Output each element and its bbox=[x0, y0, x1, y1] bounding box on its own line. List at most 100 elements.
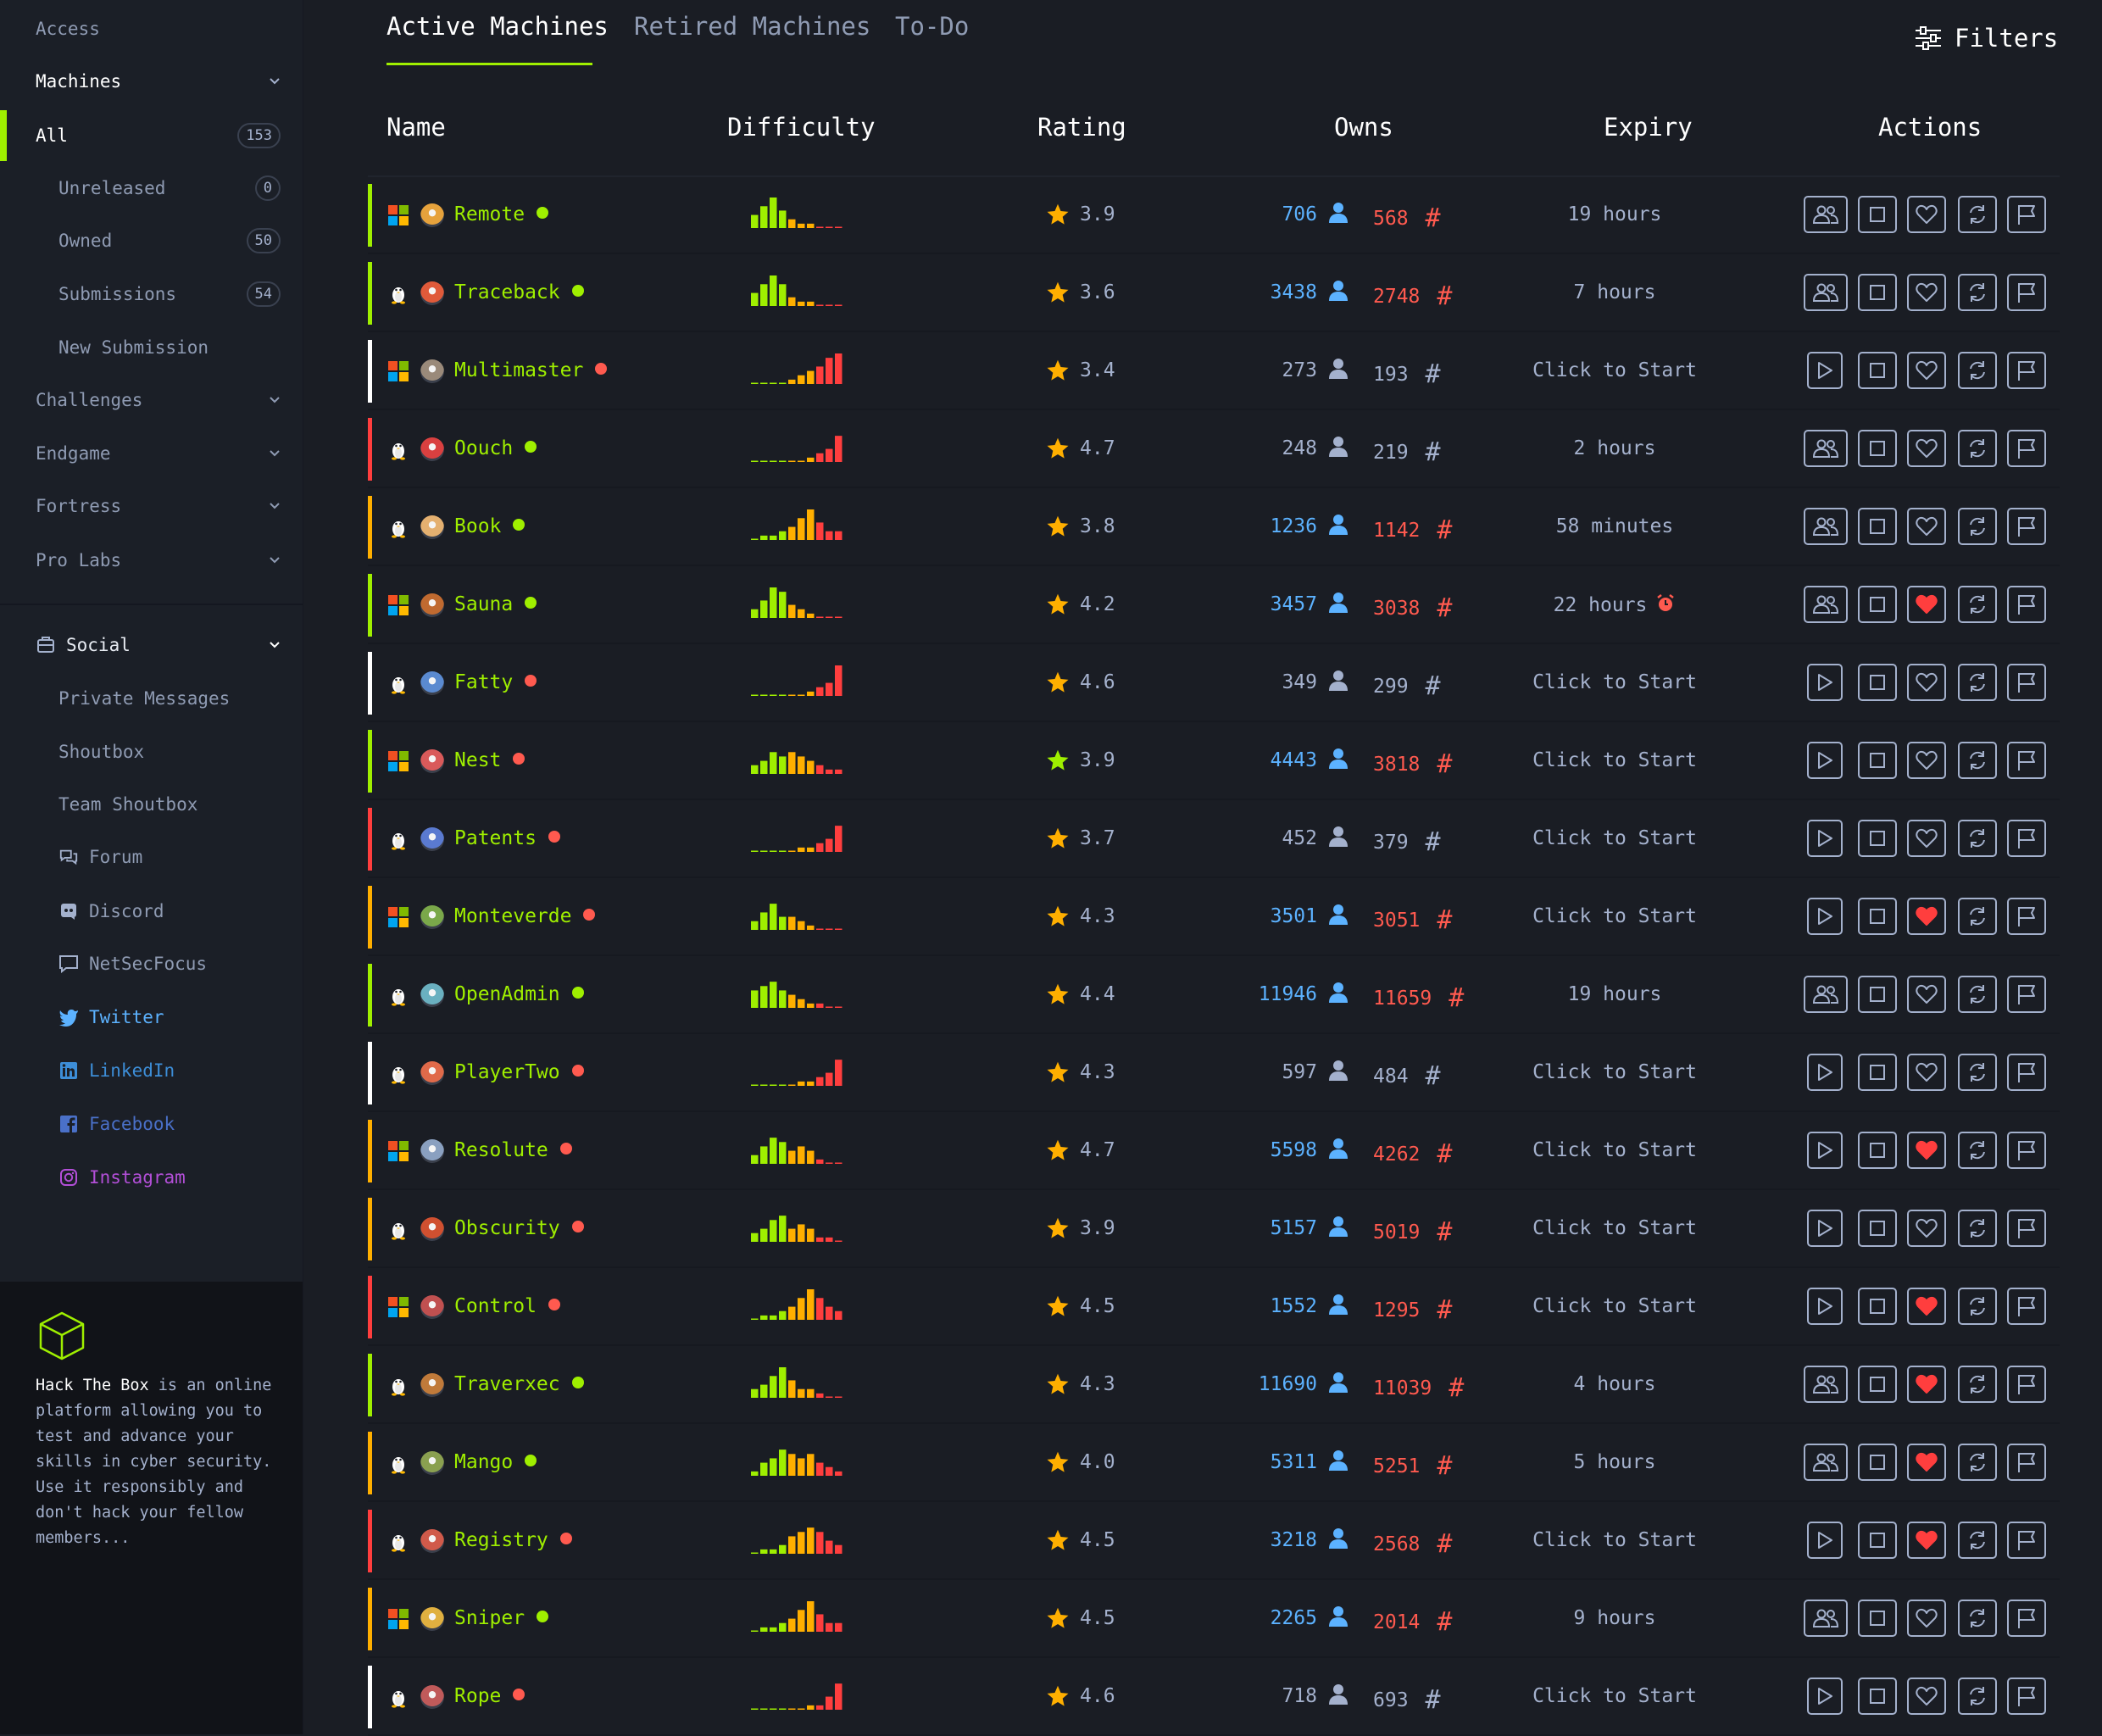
tab-retired-machines[interactable]: Retired Machines bbox=[634, 12, 871, 41]
nav-fortress[interactable]: Fortress bbox=[0, 489, 303, 523]
stop-button[interactable] bbox=[1858, 1132, 1897, 1169]
submit-flag-button[interactable] bbox=[2007, 274, 2046, 311]
machine-name[interactable]: Traverxec bbox=[454, 1373, 584, 1395]
machine-name[interactable]: Oouch bbox=[454, 437, 537, 459]
nav-submissions[interactable]: Submissions 54 bbox=[0, 277, 303, 311]
stop-button[interactable] bbox=[1858, 586, 1897, 623]
reset-button[interactable] bbox=[1958, 664, 1997, 701]
machine-name[interactable]: Sauna bbox=[454, 593, 537, 615]
table-row[interactable]: Nest 3.9 4443 3818 # Click to Start bbox=[368, 723, 2060, 800]
join-users-button[interactable] bbox=[1804, 586, 1848, 623]
favorite-button[interactable] bbox=[1907, 352, 1946, 389]
nav-social[interactable]: Social bbox=[0, 628, 303, 662]
favorite-button[interactable] bbox=[1907, 1210, 1946, 1247]
machine-name[interactable]: Traceback bbox=[454, 281, 584, 303]
table-row[interactable]: Traceback 3.6 3438 2748 #7 hours bbox=[368, 255, 2060, 332]
table-row[interactable]: Monteverde 4.3 3501 3051 # Click to Start bbox=[368, 879, 2060, 956]
submit-flag-button[interactable] bbox=[2007, 1366, 2046, 1403]
spawn-machine-button[interactable] bbox=[1807, 664, 1843, 701]
stop-button[interactable] bbox=[1858, 196, 1897, 233]
table-row[interactable]: Traverxec 4.3 11690 11039 #4 hours bbox=[368, 1347, 2060, 1424]
nav-linkedin[interactable]: LinkedIn bbox=[0, 1054, 303, 1088]
spawn-machine-button[interactable] bbox=[1807, 1522, 1843, 1559]
spawn-machine-button[interactable] bbox=[1807, 352, 1843, 389]
reset-button[interactable] bbox=[1958, 976, 1997, 1013]
stop-button[interactable] bbox=[1858, 1054, 1897, 1091]
filters-button[interactable]: Filters bbox=[1914, 24, 2058, 53]
join-users-button[interactable] bbox=[1804, 430, 1848, 467]
table-row[interactable]: PlayerTwo 4.3 597 484 # Click to Start bbox=[368, 1035, 2060, 1112]
nav-twitter[interactable]: Twitter bbox=[0, 1000, 303, 1034]
nav-netsecfocus[interactable]: NetSecFocus bbox=[0, 947, 303, 981]
column-header-difficulty[interactable]: Difficulty bbox=[727, 113, 876, 142]
machine-name[interactable]: PlayerTwo bbox=[454, 1061, 584, 1083]
stop-button[interactable] bbox=[1858, 274, 1897, 311]
tab-todo[interactable]: To-Do bbox=[895, 12, 970, 41]
table-row[interactable]: Remote 3.9 706 568 #19 hours bbox=[368, 177, 2060, 254]
favorite-button[interactable] bbox=[1907, 1522, 1946, 1559]
reset-button[interactable] bbox=[1958, 508, 1997, 545]
nav-instagram[interactable]: Instagram bbox=[0, 1160, 303, 1194]
expiry[interactable]: Click to Start bbox=[1517, 1529, 1712, 1551]
favorite-button[interactable] bbox=[1907, 1288, 1946, 1325]
spawn-machine-button[interactable] bbox=[1807, 820, 1843, 857]
favorite-button[interactable] bbox=[1907, 274, 1946, 311]
stop-button[interactable] bbox=[1858, 1210, 1897, 1247]
join-users-button[interactable] bbox=[1804, 1444, 1848, 1481]
machine-name[interactable]: Monteverde bbox=[454, 905, 596, 927]
nav-owned[interactable]: Owned 50 bbox=[0, 224, 303, 258]
favorite-button[interactable] bbox=[1907, 586, 1946, 623]
reset-button[interactable] bbox=[1958, 1678, 1997, 1715]
reset-button[interactable] bbox=[1958, 352, 1997, 389]
table-row[interactable]: Fatty 4.6 349 299 # Click to Start bbox=[368, 645, 2060, 722]
submit-flag-button[interactable] bbox=[2007, 586, 2046, 623]
stop-button[interactable] bbox=[1858, 820, 1897, 857]
expiry[interactable]: Click to Start bbox=[1517, 827, 1712, 849]
favorite-button[interactable] bbox=[1907, 1132, 1946, 1169]
nav-shoutbox[interactable]: Shoutbox bbox=[0, 735, 303, 769]
submit-flag-button[interactable] bbox=[2007, 1288, 2046, 1325]
machine-name[interactable]: Resolute bbox=[454, 1139, 572, 1161]
table-row[interactable]: Book 3.8 1236 1142 #58 minutes bbox=[368, 489, 2060, 566]
spawn-machine-button[interactable] bbox=[1807, 742, 1843, 779]
expiry[interactable]: Click to Start bbox=[1517, 749, 1712, 771]
stop-button[interactable] bbox=[1858, 1600, 1897, 1637]
favorite-button[interactable] bbox=[1907, 1600, 1946, 1637]
expiry[interactable]: Click to Start bbox=[1517, 1139, 1712, 1161]
favorite-button[interactable] bbox=[1907, 508, 1946, 545]
expiry[interactable]: Click to Start bbox=[1517, 359, 1712, 381]
column-header-expiry[interactable]: Expiry bbox=[1604, 113, 1693, 142]
stop-button[interactable] bbox=[1858, 742, 1897, 779]
favorite-button[interactable] bbox=[1907, 196, 1946, 233]
reset-button[interactable] bbox=[1958, 742, 1997, 779]
table-row[interactable]: Sauna 4.2 3457 3038 #22 hours bbox=[368, 567, 2060, 644]
favorite-button[interactable] bbox=[1907, 430, 1946, 467]
nav-endgame[interactable]: Endgame bbox=[0, 437, 303, 470]
table-row[interactable]: Registry 4.5 3218 2568 # Click to Start bbox=[368, 1503, 2060, 1580]
reset-button[interactable] bbox=[1958, 1366, 1997, 1403]
submit-flag-button[interactable] bbox=[2007, 820, 2046, 857]
nav-facebook[interactable]: Facebook bbox=[0, 1107, 303, 1141]
submit-flag-button[interactable] bbox=[2007, 196, 2046, 233]
table-row[interactable]: OpenAdmin 4.4 11946 11659 #19 hours bbox=[368, 957, 2060, 1034]
expiry[interactable]: Click to Start bbox=[1517, 671, 1712, 693]
reset-button[interactable] bbox=[1958, 1600, 1997, 1637]
submit-flag-button[interactable] bbox=[2007, 1444, 2046, 1481]
submit-flag-button[interactable] bbox=[2007, 898, 2046, 935]
join-users-button[interactable] bbox=[1804, 1600, 1848, 1637]
machine-name[interactable]: Mango bbox=[454, 1451, 537, 1473]
reset-button[interactable] bbox=[1958, 1288, 1997, 1325]
spawn-machine-button[interactable] bbox=[1807, 1678, 1843, 1715]
stop-button[interactable] bbox=[1858, 664, 1897, 701]
machine-name[interactable]: OpenAdmin bbox=[454, 983, 584, 1005]
reset-button[interactable] bbox=[1958, 1132, 1997, 1169]
submit-flag-button[interactable] bbox=[2007, 430, 2046, 467]
nav-pro-labs[interactable]: Pro Labs bbox=[0, 543, 303, 577]
stop-button[interactable] bbox=[1858, 430, 1897, 467]
machine-name[interactable]: Fatty bbox=[454, 671, 537, 693]
table-row[interactable]: Rope 4.6 718 693 # Click to Start bbox=[368, 1659, 2060, 1736]
table-row[interactable]: Mango 4.0 5311 5251 #5 hours bbox=[368, 1425, 2060, 1502]
spawn-machine-button[interactable] bbox=[1807, 1132, 1843, 1169]
favorite-button[interactable] bbox=[1907, 742, 1946, 779]
nav-challenges[interactable]: Challenges bbox=[0, 383, 303, 417]
